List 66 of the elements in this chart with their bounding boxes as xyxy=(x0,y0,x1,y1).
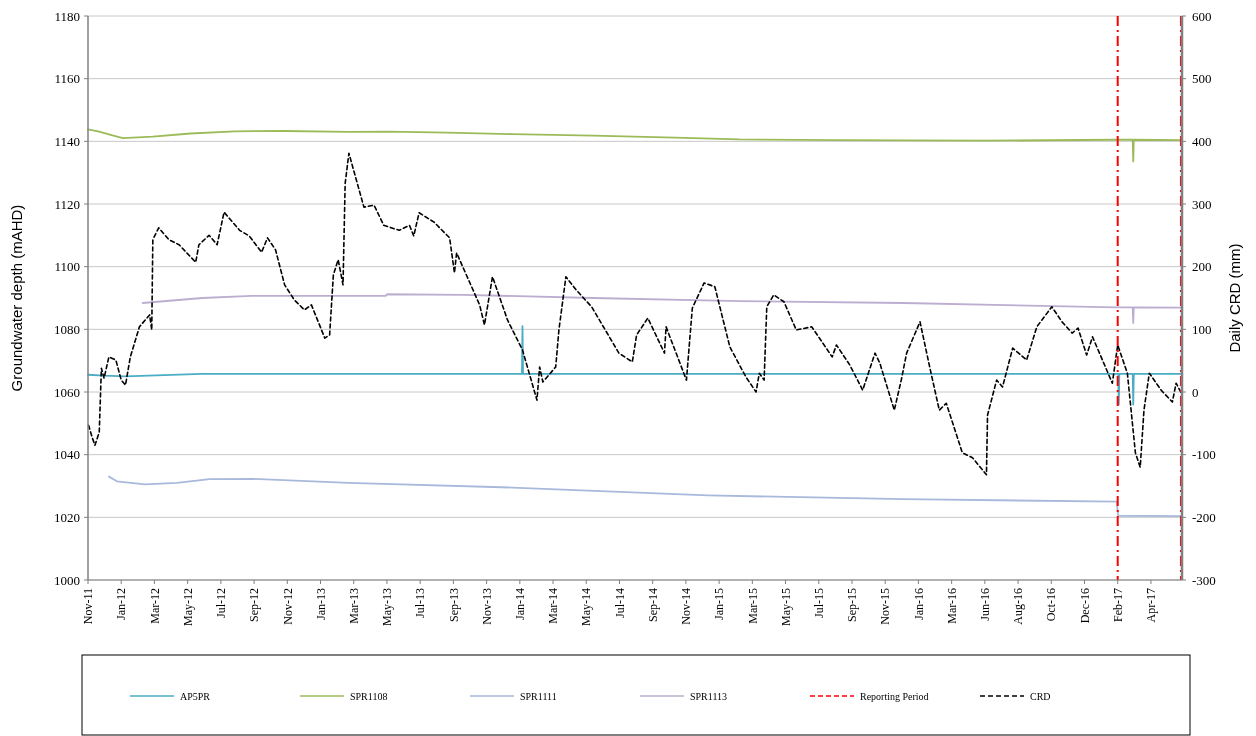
x-tick-label: Feb-17 xyxy=(1110,588,1125,622)
y-tick-label: 1140 xyxy=(54,133,80,149)
x-tick-label: Nov-13 xyxy=(479,588,494,625)
y2-axis-title: Daily CRD (mm) xyxy=(1226,243,1243,353)
y-axis-title: Groundwater depth (mAHD) xyxy=(8,204,25,392)
x-tick-label: Jan-12 xyxy=(114,588,129,620)
legend-label: CRD xyxy=(1030,690,1051,702)
x-tick-label: Nov-14 xyxy=(679,588,694,625)
x-tick-label: May-13 xyxy=(380,588,395,626)
x-tick-label: Sep-13 xyxy=(446,588,461,622)
y-tick-label: 1080 xyxy=(54,321,80,337)
x-tick-label: Jul-14 xyxy=(612,588,627,618)
x-tick-label: Mar-15 xyxy=(745,588,760,624)
x-tick-label: Jun-16 xyxy=(978,588,993,621)
x-tick-label: Jan-16 xyxy=(911,588,926,620)
x-tick-label: Apr-17 xyxy=(1144,588,1159,623)
y-tick-label: 1100 xyxy=(54,259,80,275)
line-series xyxy=(87,325,1183,406)
y2-tick-label: -100 xyxy=(1192,447,1216,463)
x-tick-label: Aug-16 xyxy=(1011,588,1026,625)
y2-tick-label: 300 xyxy=(1192,196,1212,212)
x-tick-label: Jul-13 xyxy=(413,588,428,618)
y2-tick-label: 200 xyxy=(1192,259,1212,275)
y2-tick-label: 500 xyxy=(1192,71,1212,87)
y-tick-label: 1060 xyxy=(54,384,80,400)
y-tick-label: 1020 xyxy=(54,509,80,525)
x-tick-label: Oct-16 xyxy=(1044,588,1059,622)
x-tick-label: Mar-14 xyxy=(546,588,561,624)
x-tick-label: Mar-12 xyxy=(147,588,162,624)
x-tick-label: Jan-14 xyxy=(513,588,528,620)
line-series xyxy=(87,128,1183,163)
x-tick-label: Sep-14 xyxy=(645,588,660,622)
legend-label: AP5PR xyxy=(180,690,211,702)
y-tick-label: 1160 xyxy=(54,71,80,87)
y2-tick-label: 600 xyxy=(1192,8,1212,24)
line-series xyxy=(87,152,1183,476)
x-tick-label: Jul-12 xyxy=(214,588,229,618)
x-tick-label: Sep-12 xyxy=(247,588,262,622)
legend-label: Reporting Period xyxy=(860,690,929,702)
legend-label: SPR1111 xyxy=(520,690,557,702)
x-tick-label: Mar-16 xyxy=(944,588,959,624)
x-tick-label: Jan-13 xyxy=(313,588,328,620)
y-tick-label: 1180 xyxy=(54,8,80,24)
x-tick-label: Nov-15 xyxy=(878,588,893,625)
y-tick-label: 1040 xyxy=(54,447,80,463)
legend-label: SPR1113 xyxy=(690,690,728,702)
y2-tick-label: 400 xyxy=(1192,133,1212,149)
x-tick-label: Nov-12 xyxy=(280,588,295,625)
y2-tick-label: 0 xyxy=(1192,384,1199,400)
x-tick-label: Dec-16 xyxy=(1077,588,1092,624)
y-tick-label: 1000 xyxy=(54,572,80,588)
x-tick-label: May-15 xyxy=(778,588,793,626)
line-series xyxy=(107,475,1183,517)
y-tick-label: 1120 xyxy=(54,196,80,212)
y2-tick-label: -200 xyxy=(1192,509,1216,525)
legend-label: SPR1108 xyxy=(350,690,388,702)
x-tick-label: May-12 xyxy=(180,588,195,626)
y2-tick-label: -300 xyxy=(1192,572,1216,588)
x-tick-label: May-14 xyxy=(579,588,594,626)
line-series xyxy=(141,293,1183,324)
x-tick-label: Sep-15 xyxy=(845,588,860,622)
x-tick-label: Mar-13 xyxy=(346,588,361,624)
x-tick-label: Jan-15 xyxy=(712,588,727,620)
y2-tick-label: 100 xyxy=(1192,321,1212,337)
x-tick-label: Jul-15 xyxy=(811,588,826,618)
x-tick-label: Nov-11 xyxy=(81,588,96,625)
